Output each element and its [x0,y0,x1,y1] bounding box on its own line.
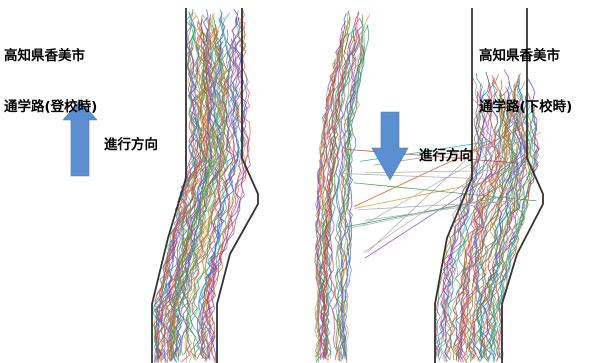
trajectory-crossing-line [364,154,524,259]
trajectory-line [183,9,217,355]
trajectory-line [166,34,221,361]
panel-left-morning: 高知県香美市 通学路(登校時) 進行方向 [0,8,287,363]
trajectory-line [207,21,248,362]
trajectory-line [482,105,540,356]
trajectory-line [457,106,528,363]
trajectory-line [497,102,529,361]
trajectory-line [479,99,526,358]
left-direction-label: 進行方向 [104,137,158,153]
right-plot [314,8,544,363]
right-title-line2: 通学路(下校時) [479,99,573,115]
left-road-left-edge [151,8,187,363]
right-direction-label: 進行方向 [419,148,473,164]
left-plot [62,8,259,363]
left-direction-arrow [62,100,98,177]
trajectory-line [323,25,355,360]
trajectory-line [187,38,240,360]
panel-right-afternoon: 高知県香美市 通学路(下校時) 進行方向 [297,8,584,363]
trajectory-line [486,72,533,357]
trajectory-crossing-line [353,128,522,207]
trajectory-line [480,100,538,361]
right-title: 高知県香美市 通学路(下校時) [479,14,572,150]
trajectory-crossing-line [367,108,521,253]
trajectory-line [173,33,215,358]
trajectory-line [321,29,354,359]
trajectory-line [433,84,484,360]
right-road-right-edge [501,8,544,363]
trajectory-line [340,43,365,355]
trajectory-line [180,12,231,356]
trajectory-line [317,32,349,356]
trajectory-line [202,17,249,359]
trajectory-line [490,77,526,359]
trajectory-line [474,79,515,361]
trajectory-crossing-line [364,199,515,221]
trajectory-line [320,33,350,358]
right-road-left-edge [434,8,473,363]
trajectory-line [487,81,524,362]
trajectory-line [340,30,364,363]
trajectory-crossing-line [354,179,496,209]
trajectory-line [451,90,508,363]
trajectory-line [203,16,251,359]
left-trajectories [152,8,251,363]
trajectory-line [172,9,225,359]
left-title: 高知県香美市 通学路(登校時) [4,14,97,150]
trajectory-line [168,12,227,358]
right-direction-arrow [371,111,409,181]
trajectory-line [461,78,502,359]
trajectory-line [458,86,514,358]
right-title-line1: 高知県香美市 [479,48,560,64]
trajectory-crossing-line [353,182,537,202]
trajectory-line [475,79,510,361]
trajectory-line [180,24,229,363]
trajectory-line [159,37,208,362]
left-title-line2: 通学路(登校時) [4,99,98,115]
trajectory-line [189,14,229,361]
trajectory-line [457,91,497,360]
trajectory-line [154,46,206,359]
trajectory-line [338,41,359,362]
trajectory-line [319,47,343,361]
trajectory-crossing-line [360,138,516,227]
trajectory-line [441,91,482,361]
left-road-right-edge [216,8,259,363]
trajectory-line [199,17,240,360]
trajectory-crossing-line [339,173,508,181]
trajectory-line [440,99,493,359]
trajectory-line [470,101,513,359]
trajectory-line [200,44,231,359]
trajectory-crossing-line [357,201,506,211]
trajectory-line [163,40,235,359]
trajectory-line [439,93,514,362]
trajectory-line [200,17,248,361]
trajectory-line [470,100,530,361]
trajectory-line [339,45,366,357]
trajectory-line [193,12,217,363]
left-title-line1: 高知県香美市 [4,48,85,64]
trajectory-line [314,10,349,357]
trajectory-line [315,14,364,363]
trajectory-line [160,38,197,362]
